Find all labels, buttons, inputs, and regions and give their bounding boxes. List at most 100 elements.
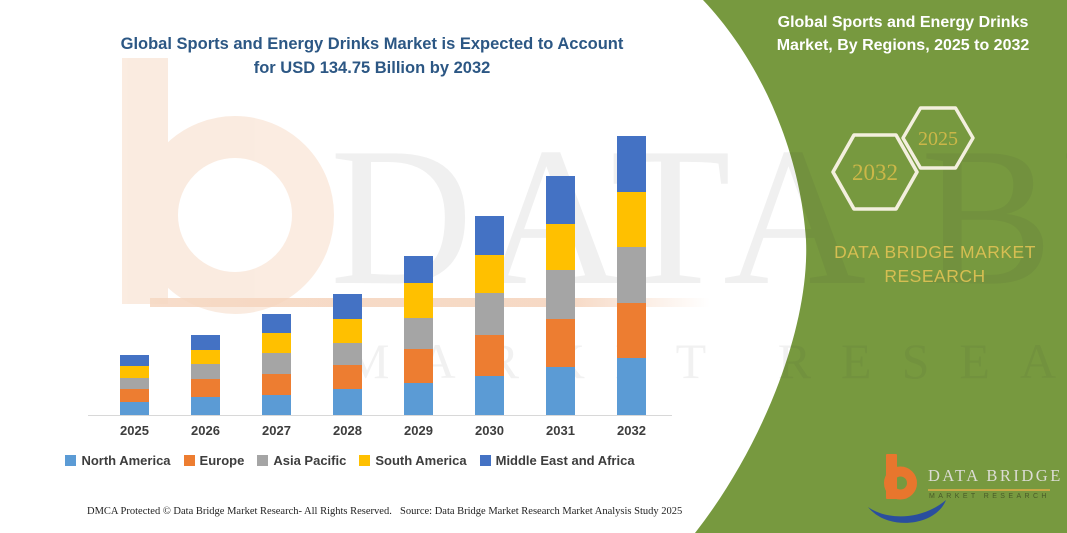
company-logo-mark: [868, 454, 946, 523]
chart-title: Global Sports and Energy Drinks Market i…: [62, 33, 682, 80]
bar-column-2028: [312, 294, 383, 415]
legend-swatch-icon: [183, 455, 195, 466]
stacked-bar-2032: [617, 136, 646, 415]
bar-segment-2029-europe: [404, 349, 433, 383]
bar-segment-2027-middle-east-and-africa: [262, 314, 291, 334]
bar-segment-2031-north-america: [546, 366, 575, 415]
legend-label: North America: [81, 453, 171, 468]
x-axis-label-2029: 2029: [404, 423, 433, 438]
stacked-bar-2027: [262, 314, 291, 415]
x-axis-labels: 2025 2026 2027 2028 2029 2030 2031 2032: [99, 423, 667, 438]
bar-segment-2025-europe: [120, 388, 149, 402]
source-note: Source: Data Bridge Market Research Mark…: [400, 506, 683, 517]
x-axis-label-2028: 2028: [333, 423, 362, 438]
bar-segment-2026-middle-east-and-africa: [191, 335, 220, 350]
bar-segment-2032-north-america: [617, 358, 646, 415]
company-logo-underline: [928, 489, 1050, 491]
legend-swatch-icon: [257, 455, 269, 466]
stacked-bar-2026: [191, 335, 220, 415]
x-axis-label-2025: 2025: [120, 423, 149, 438]
hexagon-2025-outline: [901, 106, 975, 170]
bar-segment-2026-north-america: [191, 396, 220, 415]
bar-segment-2025-asia-pacific: [120, 377, 149, 389]
year-hexagons: 2032 2025: [831, 106, 975, 211]
chart-title-line2: for USD 134.75 Billion by 2032: [253, 58, 491, 77]
brand-wordmark-line2: RESEARCH: [884, 266, 986, 286]
bar-segment-2030-europe: [475, 335, 504, 377]
legend-swatch-icon: [65, 455, 77, 466]
bar-segment-2029-asia-pacific: [404, 317, 433, 350]
dmca-notice: DMCA Protected © Data Bridge Market Rese…: [87, 506, 392, 517]
x-axis-label-2032: 2032: [617, 423, 646, 438]
bar-segment-2028-south-america: [333, 318, 362, 343]
hexagon-2032-outline: [831, 133, 919, 211]
bar-segment-2028-north-america: [333, 389, 362, 415]
bar-segment-2031-europe: [546, 318, 575, 367]
legend-label: Asia Pacific: [273, 453, 347, 468]
bar-segment-2030-north-america: [475, 376, 504, 415]
bar-segment-2031-middle-east-and-africa: [546, 176, 575, 224]
company-logo-name: DATA BRIDGE: [928, 466, 1063, 485]
hexagon-2032-label: 2032: [852, 160, 898, 185]
legend-item-asia-pacific: Asia Pacific: [257, 453, 346, 468]
bar-segment-2032-asia-pacific: [617, 247, 646, 303]
x-axis-label-2027: 2027: [262, 423, 291, 438]
chart-legend: North America Europe Asia Pacific South Ame…: [0, 453, 700, 468]
bar-segment-2030-south-america: [475, 255, 504, 293]
brand-wordmark: DATA BRIDGE MARKET RESEARCH: [825, 240, 1045, 288]
company-logo: DATA BRIDGE MARKET RESEARCH: [866, 448, 1066, 530]
bar-column-2026: [170, 335, 241, 415]
stacked-bar-2028: [333, 294, 362, 415]
bar-segment-2032-south-america: [617, 191, 646, 248]
bar-segment-2030-asia-pacific: [475, 292, 504, 336]
x-axis-label-2031: 2031: [546, 423, 575, 438]
bar-column-2027: [241, 314, 312, 415]
legend-swatch-icon: [479, 455, 491, 466]
company-logo-subtitle: MARKET RESEARCH: [929, 493, 1050, 500]
legend-label: Middle East and Africa: [495, 453, 635, 468]
legend-item-europe: Europe: [183, 453, 245, 468]
bar-segment-2032-europe: [617, 302, 646, 359]
bar-column-2032: [596, 136, 667, 415]
legend-label: South America: [375, 453, 467, 468]
bar-segment-2029-south-america: [404, 283, 433, 318]
bar-segment-2027-asia-pacific: [262, 353, 291, 375]
brand-wordmark-line1: DATA BRIDGE MARKET: [834, 242, 1036, 262]
x-axis-label-2030: 2030: [475, 423, 504, 438]
bar-column-2025: [99, 355, 170, 415]
bar-segment-2031-asia-pacific: [546, 270, 575, 319]
bar-segment-2026-south-america: [191, 349, 220, 364]
chart-title-line1: Global Sports and Energy Drinks Market i…: [120, 35, 624, 53]
legend-item-middle-east-and-africa: Middle East and Africa: [479, 453, 635, 468]
bar-segment-2028-asia-pacific: [333, 342, 362, 366]
bar-segment-2031-south-america: [546, 223, 575, 271]
hexagon-2025-label: 2025: [918, 128, 958, 150]
bar-segment-2025-middle-east-and-africa: [120, 355, 149, 367]
bar-segment-2032-middle-east-and-africa: [617, 136, 646, 192]
x-axis-line: [88, 415, 672, 416]
bar-segment-2027-europe: [262, 374, 291, 395]
bar-column-2031: [525, 176, 596, 415]
bar-column-2030: [454, 216, 525, 415]
bar-segment-2029-middle-east-and-africa: [404, 256, 433, 284]
bar-column-2029: [383, 256, 454, 415]
legend-swatch-icon: [359, 455, 371, 466]
bar-segment-2028-middle-east-and-africa: [333, 294, 362, 319]
bar-segment-2030-middle-east-and-africa: [475, 216, 504, 256]
x-axis-label-2026: 2026: [191, 423, 220, 438]
bar-segment-2027-south-america: [262, 333, 291, 354]
stacked-bar-2025: [120, 355, 149, 415]
bar-segment-2025-south-america: [120, 366, 149, 378]
bar-chart-plot-area: [99, 110, 667, 415]
bar-segment-2029-north-america: [404, 382, 433, 415]
bar-segment-2026-europe: [191, 378, 220, 397]
bar-segment-2026-asia-pacific: [191, 363, 220, 379]
side-panel-title: Global Sports and Energy Drinks Market, …: [776, 14, 1030, 54]
stacked-bar-2029: [404, 256, 433, 415]
legend-item-south-america: South America: [359, 453, 467, 468]
legend-item-north-america: North America: [65, 453, 171, 468]
bar-segment-2025-north-america: [120, 401, 149, 415]
legend-label: Europe: [199, 453, 245, 468]
